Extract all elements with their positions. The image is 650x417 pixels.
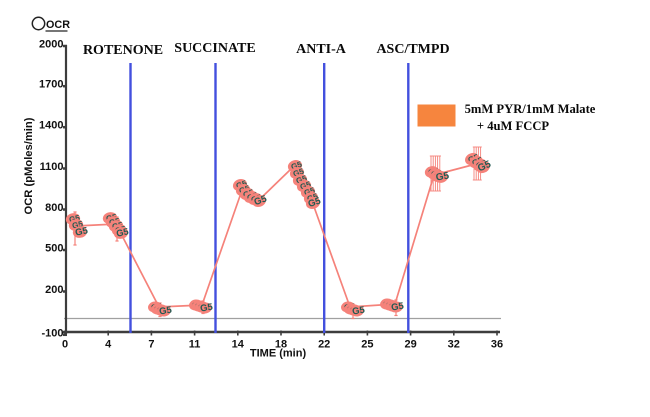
- svg-text:7: 7: [148, 339, 154, 351]
- svg-text:1700: 1700: [39, 79, 63, 91]
- svg-text:2000: 2000: [39, 39, 63, 51]
- svg-text:G5: G5: [199, 302, 214, 315]
- svg-text:1400: 1400: [39, 120, 63, 132]
- svg-text:200: 200: [45, 284, 63, 296]
- svg-text:G5: G5: [68, 213, 81, 224]
- svg-text:TIME (min): TIME (min): [250, 348, 307, 360]
- svg-text:800: 800: [45, 202, 63, 214]
- svg-text:18: 18: [275, 339, 287, 351]
- svg-text:-100: -100: [41, 327, 63, 339]
- svg-text:32: 32: [448, 339, 460, 351]
- svg-text:OCR: OCR: [46, 19, 70, 31]
- svg-text:36: 36: [491, 339, 503, 351]
- svg-text:1100: 1100: [40, 161, 64, 173]
- svg-text:ANTI-A: ANTI-A: [296, 42, 347, 57]
- svg-text:G5: G5: [435, 170, 450, 183]
- svg-text:G5: G5: [71, 219, 84, 230]
- svg-text:OCR (pMoles/min): OCR (pMoles/min): [23, 117, 35, 214]
- svg-text:5mM PYR/1mM Malate: 5mM PYR/1mM Malate: [465, 102, 596, 116]
- svg-text:G5: G5: [307, 195, 323, 210]
- svg-text:29: 29: [404, 339, 416, 351]
- svg-text:ASC/TMPD: ASC/TMPD: [376, 42, 449, 57]
- svg-text:G5: G5: [74, 225, 89, 239]
- svg-text:G5: G5: [476, 159, 493, 175]
- svg-text:0: 0: [62, 339, 68, 351]
- svg-text:ROTENONE: ROTENONE: [83, 43, 163, 58]
- svg-text:14: 14: [232, 339, 245, 351]
- svg-text:22: 22: [318, 339, 330, 351]
- svg-text:500: 500: [45, 243, 63, 255]
- svg-text:4: 4: [105, 339, 112, 351]
- svg-text:G5: G5: [253, 193, 269, 208]
- svg-text:G5: G5: [351, 305, 366, 318]
- svg-text:G5: G5: [158, 305, 173, 318]
- svg-text:11: 11: [189, 339, 201, 351]
- svg-text:SUCCINATE: SUCCINATE: [174, 41, 255, 56]
- svg-text:+ 4uM FCCP: + 4uM FCCP: [477, 119, 550, 133]
- svg-text:G5: G5: [390, 301, 405, 314]
- svg-text:G5: G5: [115, 226, 129, 238]
- svg-text:25: 25: [361, 339, 373, 351]
